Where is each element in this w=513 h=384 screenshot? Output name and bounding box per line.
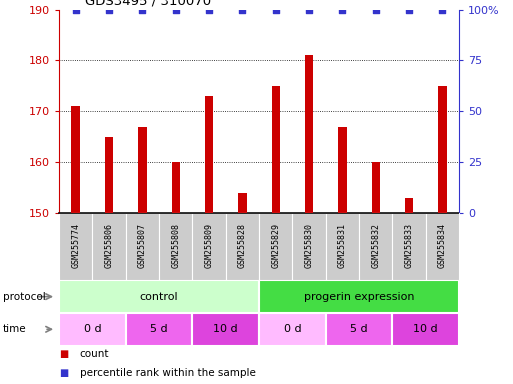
- Point: [271, 7, 280, 13]
- Text: GSM255774: GSM255774: [71, 223, 80, 268]
- Point: [338, 7, 346, 13]
- Point: [305, 7, 313, 13]
- Bar: [259, 280, 459, 313]
- Text: GSM255809: GSM255809: [205, 223, 213, 268]
- Text: percentile rank within the sample: percentile rank within the sample: [80, 368, 255, 378]
- Text: GSM255806: GSM255806: [105, 223, 113, 268]
- Text: count: count: [80, 349, 109, 359]
- Bar: [438, 86, 447, 213]
- Point: [238, 7, 246, 13]
- Text: GSM255808: GSM255808: [171, 223, 180, 268]
- Bar: [159, 213, 192, 280]
- Bar: [405, 198, 413, 213]
- Bar: [326, 213, 359, 280]
- Text: time: time: [3, 324, 26, 334]
- Text: GSM255833: GSM255833: [405, 223, 413, 268]
- Bar: [338, 127, 347, 213]
- Text: 0 d: 0 d: [84, 324, 101, 334]
- Bar: [271, 86, 280, 213]
- Bar: [59, 280, 259, 313]
- Text: 10 d: 10 d: [413, 324, 438, 334]
- Bar: [326, 313, 392, 346]
- Text: GSM255832: GSM255832: [371, 223, 380, 268]
- Bar: [71, 106, 80, 213]
- Text: GSM255807: GSM255807: [138, 223, 147, 268]
- Text: 0 d: 0 d: [284, 324, 301, 334]
- Bar: [259, 213, 292, 280]
- Bar: [392, 313, 459, 346]
- Text: ■: ■: [59, 349, 68, 359]
- Text: GSM255834: GSM255834: [438, 223, 447, 268]
- Text: GSM255830: GSM255830: [305, 223, 313, 268]
- Point: [105, 7, 113, 13]
- Bar: [359, 213, 392, 280]
- Bar: [305, 55, 313, 213]
- Bar: [59, 213, 92, 280]
- Text: progerin expression: progerin expression: [304, 291, 415, 302]
- Bar: [292, 213, 326, 280]
- Bar: [392, 213, 426, 280]
- Bar: [126, 213, 159, 280]
- Bar: [192, 313, 259, 346]
- Bar: [226, 213, 259, 280]
- Text: 10 d: 10 d: [213, 324, 238, 334]
- Point: [371, 7, 380, 13]
- Point: [138, 7, 146, 13]
- Text: ■: ■: [59, 368, 68, 378]
- Bar: [59, 313, 126, 346]
- Bar: [205, 96, 213, 213]
- Point: [438, 7, 446, 13]
- Bar: [138, 127, 147, 213]
- Text: 5 d: 5 d: [350, 324, 368, 334]
- Bar: [426, 213, 459, 280]
- Bar: [238, 193, 247, 213]
- Bar: [259, 313, 326, 346]
- Point: [405, 7, 413, 13]
- Point: [205, 7, 213, 13]
- Text: GSM255831: GSM255831: [338, 223, 347, 268]
- Text: GDS3495 / 310070: GDS3495 / 310070: [85, 0, 211, 8]
- Bar: [92, 213, 126, 280]
- Point: [71, 7, 80, 13]
- Text: 5 d: 5 d: [150, 324, 168, 334]
- Bar: [105, 137, 113, 213]
- Point: [171, 7, 180, 13]
- Bar: [126, 313, 192, 346]
- Text: protocol: protocol: [3, 291, 45, 302]
- Bar: [171, 162, 180, 213]
- Text: GSM255829: GSM255829: [271, 223, 280, 268]
- Bar: [371, 162, 380, 213]
- Text: control: control: [140, 291, 179, 302]
- Text: GSM255828: GSM255828: [238, 223, 247, 268]
- Bar: [192, 213, 226, 280]
